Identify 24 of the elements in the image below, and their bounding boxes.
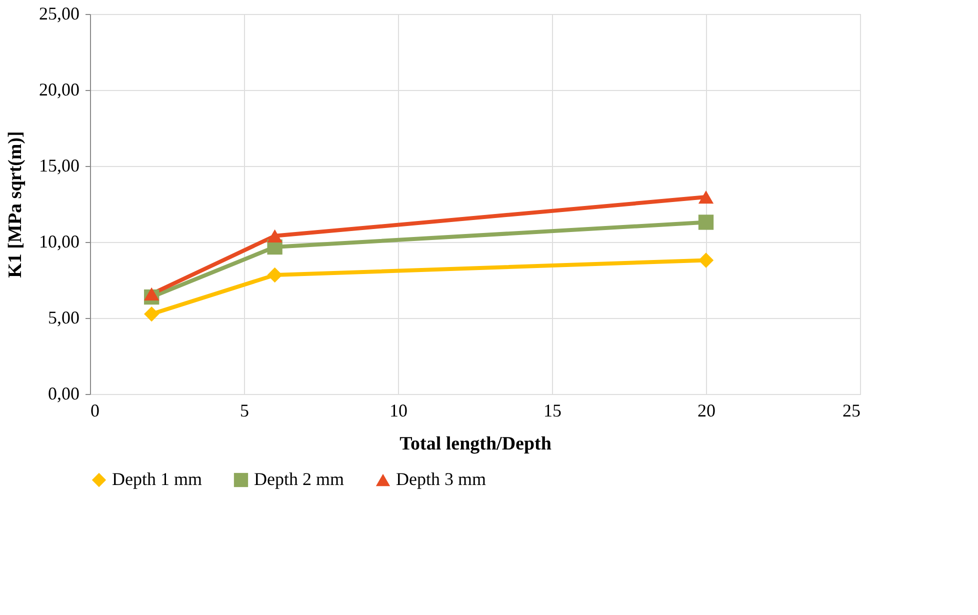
y-axis-title: K1 [MPa sqrt(m)]	[5, 131, 26, 278]
point	[698, 252, 714, 268]
point	[698, 190, 714, 204]
legend-label: Depth 3 mm	[396, 469, 486, 489]
point	[144, 287, 160, 301]
x-tick-label: 15	[544, 400, 562, 420]
legend-label: Depth 2 mm	[254, 469, 344, 489]
x-axis-title: Total length/Depth	[400, 434, 552, 454]
legend-label: Depth 1 mm	[112, 469, 202, 489]
point	[698, 214, 714, 230]
x-tick-label: 0	[90, 400, 100, 420]
x-tick-label: 25	[842, 400, 860, 420]
point	[267, 267, 282, 283]
x-tick-label: 20	[698, 400, 716, 420]
x-tick-label: 5	[240, 400, 249, 420]
y-tick-label: 5,00	[48, 308, 80, 328]
y-tick-label: 15,00	[39, 156, 80, 176]
point	[144, 306, 160, 322]
x-tick-label: 10	[390, 400, 408, 420]
y-tick-label: 25,00	[39, 4, 80, 24]
y-tick-label: 10,00	[39, 232, 80, 252]
y-tick-label: 20,00	[39, 80, 80, 100]
y-tick-label: 0,00	[48, 384, 80, 404]
point	[267, 229, 282, 242]
